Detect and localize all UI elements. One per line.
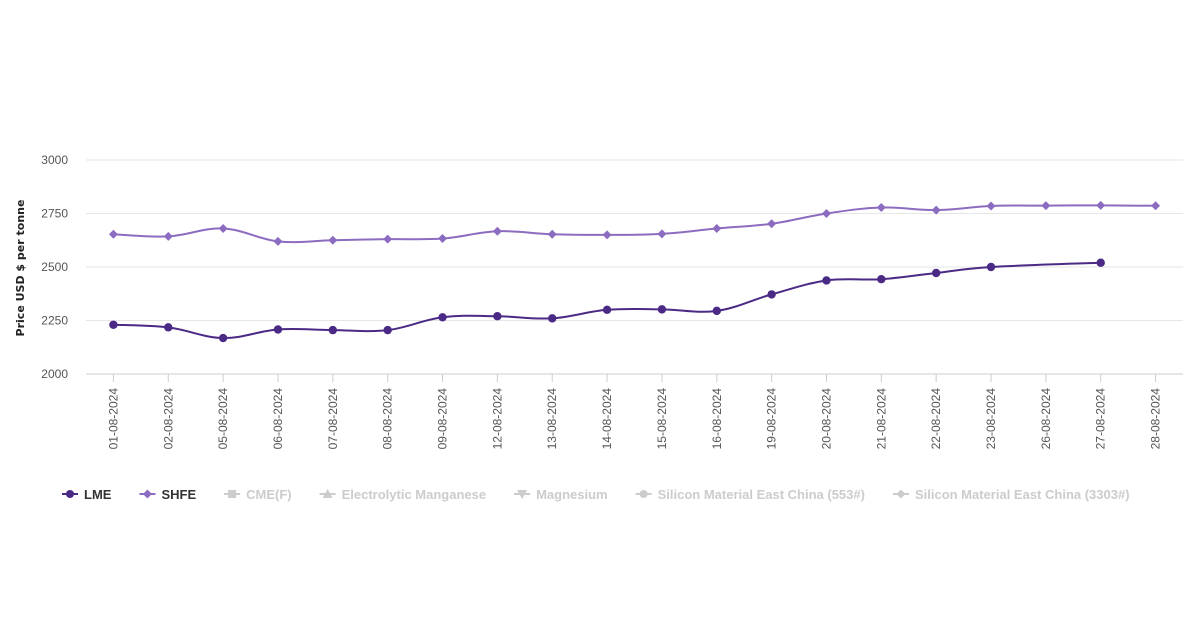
data-point-shfe[interactable] [1041,201,1051,211]
legend-item-lme[interactable]: LME [62,487,112,502]
y-tick-label: 3000 [41,153,68,167]
data-point-shfe[interactable] [767,219,777,229]
legend-marker [517,490,528,499]
data-point-shfe[interactable] [108,229,118,239]
data-point-shfe[interactable] [273,236,283,246]
data-point-lme[interactable] [986,262,996,272]
data-point-lme[interactable] [548,314,557,323]
data-point-lme[interactable] [657,305,667,314]
legend-marker [322,489,333,498]
x-tick-label: 14-08-2024 [600,388,614,450]
data-point-lme[interactable] [877,274,886,284]
data-point-shfe[interactable] [657,229,667,239]
x-tick-label: 07-08-2024 [326,388,340,450]
data-point-shfe[interactable] [602,230,612,240]
data-point-shfe[interactable] [218,223,228,233]
x-tick-label: 21-08-2024 [874,388,888,450]
legend-item-cme-f[interactable]: CME(F) [224,487,292,502]
legend-label: CME(F) [246,487,292,502]
data-point-shfe[interactable] [163,231,173,241]
legend-label: Magnesium [536,487,608,502]
x-tick-label: 12-08-2024 [490,388,504,450]
data-point-lme[interactable] [109,320,118,329]
legend-label: Silicon Material East China (3303#) [915,487,1130,502]
series-line-shfe [113,204,1156,244]
x-tick-label: 09-08-2024 [436,388,450,450]
y-tick-label: 2250 [41,314,68,328]
x-tick-label: 20-08-2024 [819,388,833,450]
data-point-shfe[interactable] [712,223,722,233]
data-point-lme[interactable] [822,276,831,285]
data-point-shfe[interactable] [328,235,338,245]
x-axis: 01-08-2024 02-08-2024 05-08-2024 06-08-2024… [106,374,1163,450]
data-point-shfe[interactable] [438,234,448,244]
data-point-lme[interactable] [767,290,776,299]
x-tick-label: 22-08-2024 [929,388,943,450]
legend-marker [639,490,648,498]
data-point-lme[interactable] [1096,258,1105,267]
legend: LME SHFE CME(F) Electrolytic Manganese Magne… [62,487,1130,502]
legend-item-electrolytic-manganese[interactable]: Electrolytic Manganese [319,487,487,502]
data-point-lme[interactable] [218,333,228,343]
y-tick-label: 2750 [41,207,68,221]
legend-label: Electrolytic Manganese [342,487,487,502]
x-tick-label: 01-08-2024 [106,388,120,450]
legend-item-magnesium[interactable]: Magnesium [514,487,608,502]
data-point-lme[interactable] [273,325,283,334]
data-point-shfe[interactable] [876,203,886,213]
grid-lines [86,159,1183,375]
data-point-shfe[interactable] [383,234,393,244]
data-point-lme[interactable] [383,325,392,335]
legend-label: Silicon Material East China (553#) [658,487,865,502]
data-point-shfe[interactable] [547,229,557,239]
x-tick-label: 08-08-2024 [381,388,395,450]
x-tick-label: 26-08-2024 [1039,388,1053,450]
data-point-lme[interactable] [438,313,447,322]
legend-marker [142,489,152,499]
data-point-shfe[interactable] [821,209,831,218]
data-point-shfe[interactable] [1151,201,1161,211]
data-point-lme[interactable] [712,306,721,316]
legend-label: LME [84,487,112,502]
legend-item-shfe[interactable]: SHFE [139,487,196,502]
y-axis-label: Price USD $ per tonne [14,200,27,337]
x-tick-label: 06-08-2024 [271,388,285,450]
data-point-shfe[interactable] [986,201,996,211]
legend-item-silicon-material-east-china-553[interactable]: Silicon Material East China (553#) [635,487,865,502]
x-tick-label: 15-08-2024 [655,388,669,450]
x-tick-label: 28-08-2024 [1149,388,1163,450]
data-point-shfe[interactable] [492,226,502,236]
data-point-shfe[interactable] [1096,200,1106,210]
data-point-lme[interactable] [328,325,338,335]
y-axis: 2000 2250 2500 2750 3000 [41,153,68,381]
y-tick-label: 2000 [41,367,68,381]
data-point-lme[interactable] [931,268,941,278]
x-tick-label: 27-08-2024 [1094,388,1108,450]
x-tick-label: 16-08-2024 [710,388,724,450]
legend-marker [66,490,74,498]
x-tick-label: 13-08-2024 [545,388,559,450]
legend-marker [228,490,237,498]
data-point-lme[interactable] [164,323,173,332]
x-tick-label: 02-08-2024 [161,388,175,450]
data-point-lme[interactable] [602,305,612,314]
x-tick-label: 23-08-2024 [984,388,998,450]
x-tick-label: 19-08-2024 [765,388,779,450]
y-tick-label: 2500 [41,260,68,274]
x-tick-label: 05-08-2024 [216,388,230,450]
data-point-shfe[interactable] [931,205,941,215]
series-line-lme [113,261,1101,340]
legend-marker [896,489,906,499]
legend-item-silicon-material-east-china-3303[interactable]: Silicon Material East China (3303#) [892,487,1130,502]
series-group [108,200,1161,343]
legend-label: SHFE [161,487,196,502]
data-point-lme[interactable] [493,312,502,321]
